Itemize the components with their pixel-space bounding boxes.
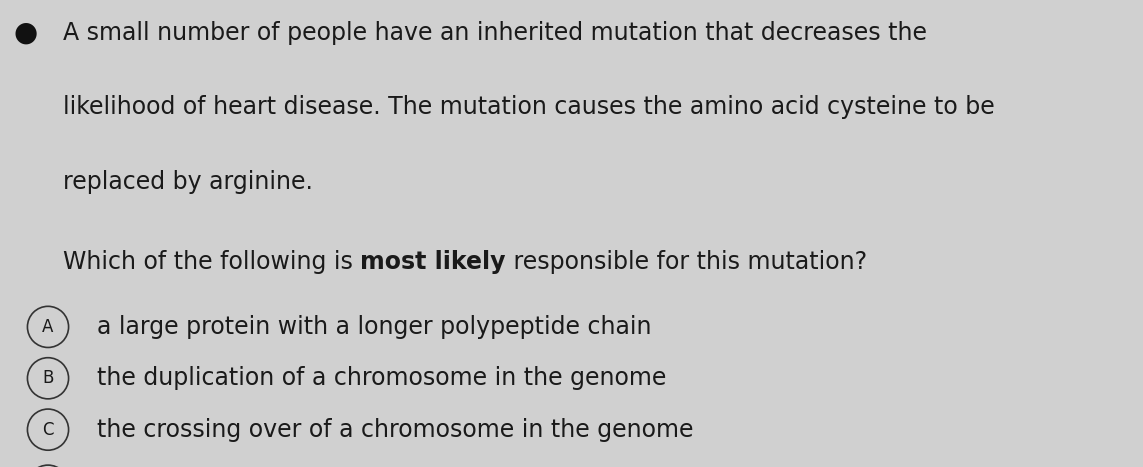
- Text: A small number of people have an inherited mutation that decreases the: A small number of people have an inherit…: [63, 21, 927, 45]
- Text: A: A: [42, 318, 54, 336]
- Text: B: B: [42, 369, 54, 387]
- Text: Which of the following is: Which of the following is: [63, 249, 360, 274]
- Text: the duplication of a chromosome in the genome: the duplication of a chromosome in the g…: [97, 366, 666, 390]
- Text: ●: ●: [14, 19, 38, 47]
- Text: a large protein with a longer polypeptide chain: a large protein with a longer polypeptid…: [97, 315, 652, 339]
- Text: responsible for this mutation?: responsible for this mutation?: [505, 249, 866, 274]
- Text: likelihood of heart disease. The mutation causes the amino acid cysteine to be: likelihood of heart disease. The mutatio…: [63, 95, 994, 120]
- Text: the crossing over of a chromosome in the genome: the crossing over of a chromosome in the…: [97, 417, 694, 442]
- Text: C: C: [42, 421, 54, 439]
- Text: replaced by arginine.: replaced by arginine.: [63, 170, 313, 194]
- Text: most likely: most likely: [360, 249, 505, 274]
